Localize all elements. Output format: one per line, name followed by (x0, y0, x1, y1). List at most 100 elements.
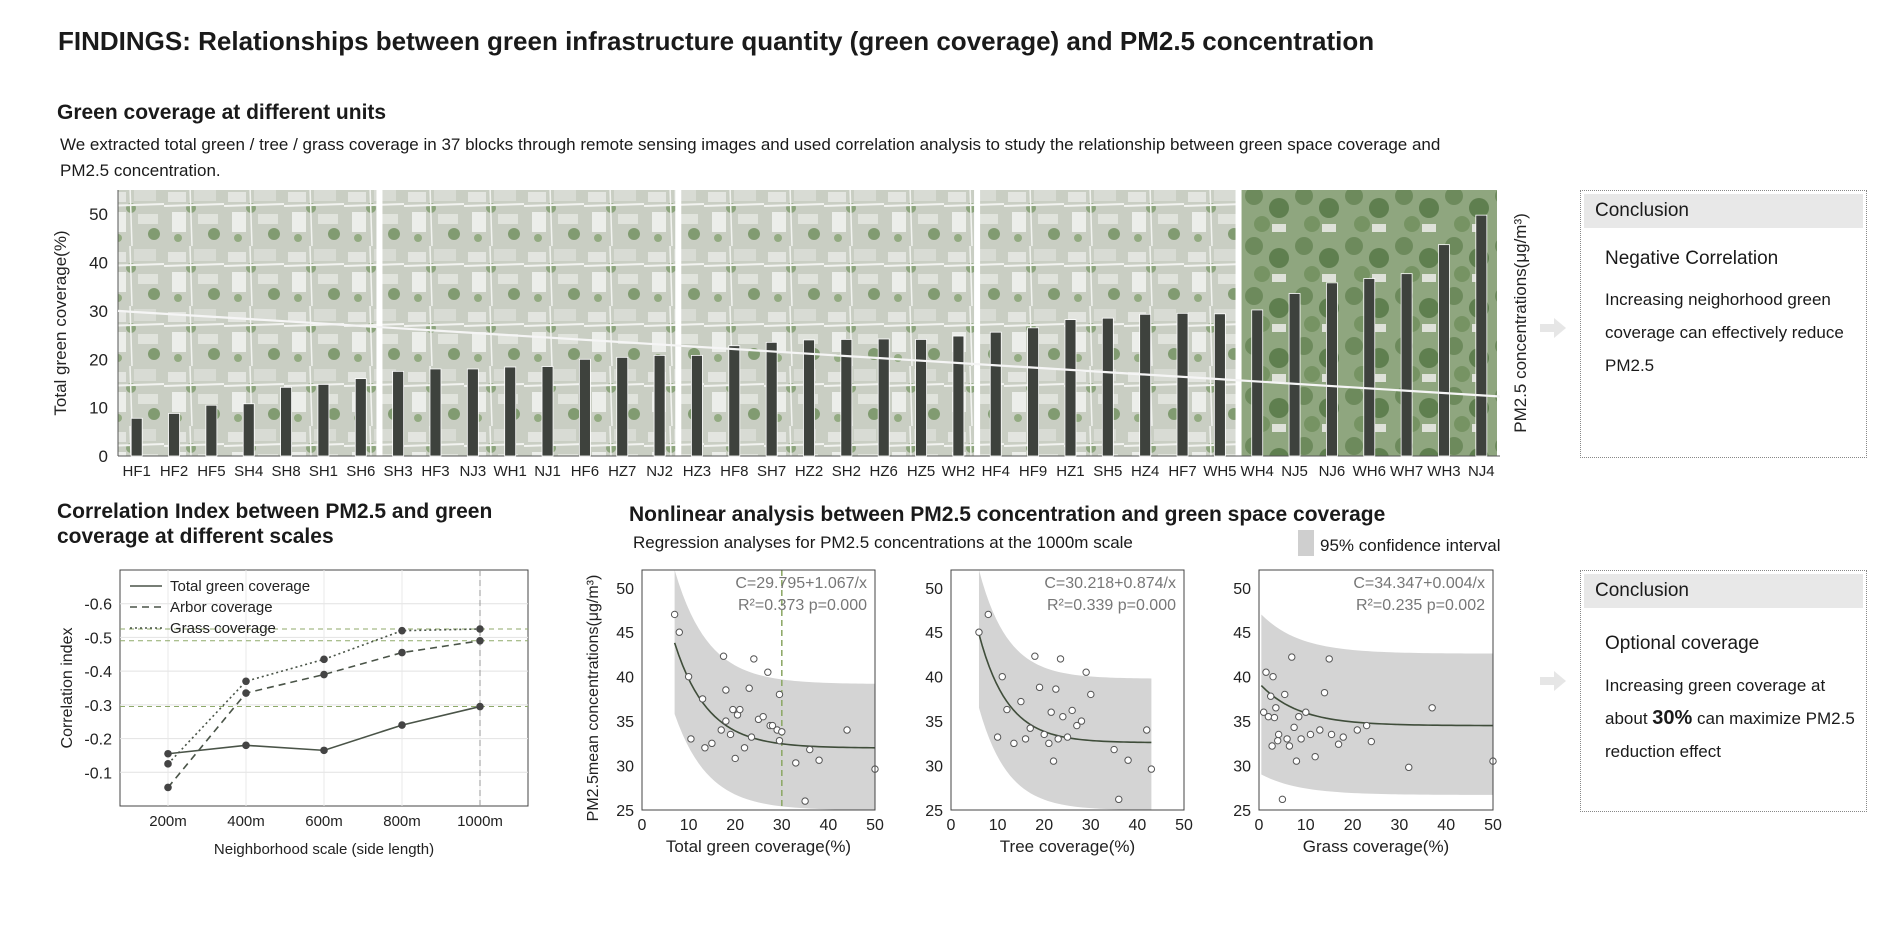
x-tick-label: 50 (1175, 817, 1193, 834)
data-point (1272, 704, 1280, 712)
y-tick-label: -0.5 (84, 630, 112, 647)
legend-label: Grass coverage (170, 620, 276, 637)
regression-stats: R²=0.339 p=0.000 (1047, 597, 1176, 614)
x-tick-label: 20 (726, 817, 744, 834)
regression-equation: C=29.795+1.067/x (735, 575, 867, 592)
data-point (687, 735, 695, 743)
x-tick-label: 40 (1437, 817, 1455, 834)
confidence-band (674, 570, 875, 810)
data-point (320, 670, 328, 679)
data-point (775, 690, 784, 699)
conclusion-header: Conclusion (1584, 574, 1863, 608)
section-heading-correlation-line1: Correlation Index between PM2.5 and gree… (57, 500, 493, 523)
data-point (993, 733, 1002, 741)
y-tick-label: 35 (1233, 714, 1251, 731)
aerial-photo-panel (681, 190, 975, 456)
y-tick-label: 40 (1233, 670, 1251, 687)
bar (130, 417, 143, 457)
y-tick-label: 40 (616, 670, 634, 687)
data-point (164, 760, 172, 768)
conclusion-text: Increasing neighorhood green coverage ca… (1605, 290, 1844, 375)
bar (989, 331, 1002, 457)
data-point (768, 721, 777, 730)
bar (1400, 273, 1413, 457)
x-tick-label: WH3 (1427, 463, 1460, 480)
y-tick-label: 50 (925, 581, 943, 598)
ci-legend-swatch (1298, 530, 1314, 556)
y-tick-label: 25 (616, 803, 634, 820)
x-tick-label: HZ4 (1131, 463, 1159, 480)
bar (1251, 309, 1264, 457)
y-tick-label: 10 (89, 399, 108, 418)
y-tick-label: 20 (89, 350, 108, 369)
data-point (806, 745, 814, 754)
data-point (1297, 735, 1305, 743)
bar (354, 378, 367, 457)
x-tick-label: HZ3 (683, 463, 711, 480)
data-point (1035, 683, 1044, 692)
y-axis-label: PM2.5mean concentrations(μg/m³) (585, 575, 602, 822)
x-tick-label: SH1 (309, 463, 338, 480)
data-point (1274, 736, 1282, 745)
x-tick-label: WH2 (942, 463, 975, 480)
x-tick-label: 40 (1129, 817, 1147, 834)
y-tick-label: 35 (925, 714, 943, 731)
x-tick-label: 10 (989, 817, 1007, 834)
x-tick-label: SH3 (384, 463, 413, 480)
aerial-photo-panel (382, 190, 676, 456)
y-tick-label: 50 (616, 581, 634, 598)
bar (1027, 327, 1040, 457)
data-point (476, 625, 484, 633)
y-tick-label: 50 (89, 205, 108, 224)
data-point (1269, 672, 1277, 681)
y-tick-label: 25 (925, 803, 943, 820)
confidence-band (1261, 614, 1493, 795)
data-point (242, 677, 250, 686)
y-tick-label: -0.3 (84, 698, 112, 715)
data-point (1040, 730, 1048, 739)
regression-subtitle: Regression analyses for PM2.5 concentrat… (633, 533, 1133, 552)
data-point (1063, 733, 1072, 741)
data-point (1056, 655, 1065, 663)
bar (1176, 312, 1189, 457)
x-tick-label: 40 (820, 817, 838, 834)
bar (541, 366, 554, 457)
section-heading-green-coverage: Green coverage at different units (57, 101, 387, 124)
bar (616, 356, 629, 457)
data-point (1327, 730, 1336, 739)
x-tick-label: HF3 (421, 463, 449, 480)
data-point (684, 672, 693, 681)
x-tick-label: 50 (866, 817, 884, 834)
data-point (1281, 690, 1289, 699)
y-tick-label: -0.2 (84, 732, 112, 749)
x-tick-label: 400m (227, 813, 265, 830)
data-point (1334, 740, 1343, 748)
data-point (1259, 708, 1268, 716)
data-point (1087, 690, 1095, 699)
x-tick-label: HF2 (160, 463, 188, 480)
bar (168, 413, 180, 457)
bar (1101, 317, 1114, 457)
x-tick-label: HF1 (123, 463, 151, 480)
data-point (1059, 712, 1067, 721)
data-point (1339, 733, 1347, 741)
data-point (1268, 742, 1276, 750)
data-point (1274, 730, 1283, 739)
series-line (167, 628, 481, 765)
data-point (675, 628, 683, 636)
bar (205, 404, 218, 457)
data-point (778, 728, 786, 736)
data-point (1325, 655, 1333, 663)
correlation-line-chart: -0.1 -0.2 -0.3 -0.4 -0.5 -0.6 200m 400m 600m 800m… (59, 569, 529, 858)
data-point (1026, 724, 1034, 732)
y-tick-label: 40 (925, 670, 943, 687)
data-point (764, 668, 772, 676)
data-point (722, 686, 730, 694)
trend-line (117, 309, 1501, 398)
data-point (1115, 795, 1123, 804)
data-point (242, 689, 250, 697)
regression-equation: C=30.218+0.874/x (1044, 575, 1176, 592)
x-tick-label: NJ2 (646, 463, 673, 480)
x-tick-label: WH7 (1390, 463, 1423, 480)
y-tick-label: -0.4 (84, 664, 112, 681)
